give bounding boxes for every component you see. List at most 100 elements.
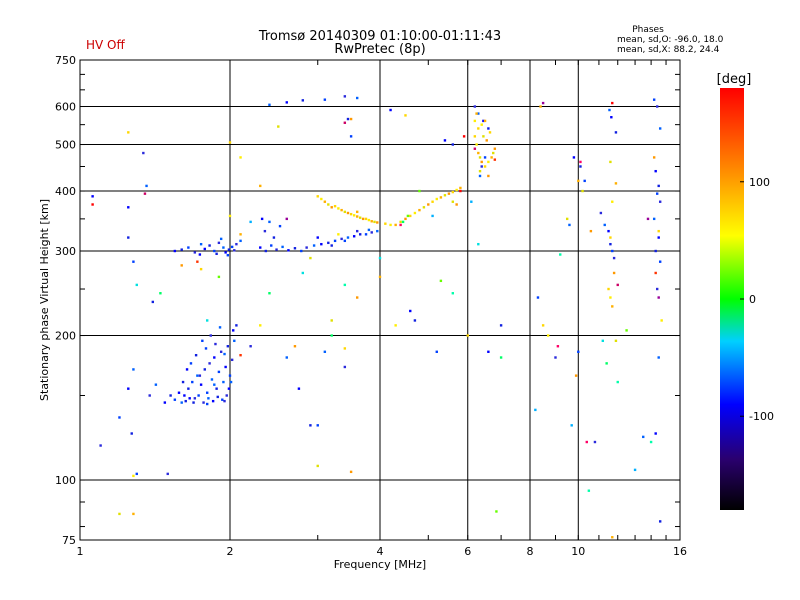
data-point (577, 350, 580, 353)
data-point (477, 151, 480, 155)
data-point (355, 229, 359, 233)
data-point (337, 233, 340, 236)
data-point (264, 249, 268, 253)
data-point (349, 470, 353, 474)
data-point (184, 399, 187, 403)
data-point (259, 246, 262, 249)
data-point (192, 401, 195, 404)
data-point (132, 512, 135, 516)
data-point (197, 394, 200, 397)
data-point (487, 350, 490, 353)
data-point (568, 223, 571, 227)
data-point (228, 374, 232, 377)
data-point (349, 117, 353, 121)
chart-subtitle: RwPretec (8p) (334, 42, 425, 57)
data-point (316, 464, 319, 468)
data-point (239, 233, 242, 236)
data-point (143, 192, 147, 195)
data-point (487, 174, 490, 178)
data-point (554, 356, 557, 359)
data-point (187, 246, 190, 249)
data-point (404, 217, 407, 221)
data-point (378, 275, 382, 279)
x-tick-label: 4 (377, 545, 384, 558)
data-point (204, 347, 208, 350)
data-point (358, 233, 362, 236)
data-point (180, 264, 183, 267)
data-point (193, 251, 197, 254)
data-point (349, 135, 353, 138)
data-point (281, 245, 284, 249)
data-point (646, 217, 650, 221)
data-point (196, 374, 199, 377)
x-tick-labels: 1 2 4 6 8 10 16 (77, 545, 688, 558)
data-point (439, 196, 443, 199)
data-point (565, 217, 569, 221)
data-point (546, 334, 550, 337)
data-point (127, 206, 130, 209)
data-point (222, 246, 225, 249)
data-point (612, 256, 616, 260)
data-point (233, 249, 236, 252)
data-point (130, 432, 133, 435)
data-point (203, 247, 206, 251)
data-point (658, 260, 662, 263)
data-point (205, 319, 209, 322)
data-point (233, 339, 236, 343)
data-point (478, 174, 482, 178)
data-point (285, 356, 288, 359)
data-point (268, 220, 271, 224)
data-point (259, 324, 262, 327)
data-point (655, 105, 659, 108)
data-point (431, 214, 434, 218)
data-point (346, 236, 350, 239)
data-point (226, 254, 230, 257)
data-point (485, 139, 488, 142)
data-point (455, 188, 458, 192)
data-point (655, 287, 659, 291)
data-point (199, 383, 203, 386)
y-axis-label: Stationary phase Virtual Height [km] (38, 199, 51, 401)
data-point (364, 233, 368, 236)
data-point (616, 380, 619, 384)
data-point (451, 292, 455, 295)
data-point (658, 127, 662, 130)
data-point (589, 229, 593, 233)
stats-x-mode: mean, sd,X: 88.2, 24.4 (617, 45, 720, 55)
data-point (389, 108, 392, 112)
data-point (230, 358, 234, 362)
data-point (477, 127, 480, 130)
data-point (499, 356, 503, 359)
data-point (285, 217, 288, 221)
data-point (574, 374, 578, 377)
data-point (239, 353, 242, 357)
y-tick-label: 75 (62, 534, 76, 547)
data-point (480, 160, 483, 164)
y-tick-label: 400 (55, 185, 76, 198)
data-point (259, 184, 262, 188)
data-point (585, 440, 588, 444)
data-point (333, 239, 337, 243)
data-point (473, 147, 477, 150)
data-point (370, 220, 373, 223)
data-point (541, 101, 545, 105)
data-point (132, 260, 135, 263)
data-point (127, 236, 130, 239)
data-point (287, 249, 290, 252)
data-point (559, 253, 562, 256)
data-point (193, 397, 197, 400)
data-point (418, 208, 421, 212)
data-point (309, 256, 312, 260)
data-point (301, 99, 305, 102)
data-point (577, 179, 580, 183)
data-point (466, 334, 469, 337)
data-point (473, 105, 477, 108)
data-point (394, 324, 397, 327)
data-point (173, 249, 177, 253)
data-point (477, 112, 480, 115)
data-point (320, 242, 323, 246)
data-point (539, 105, 542, 108)
data-point (337, 207, 340, 210)
data-point (536, 296, 540, 299)
data-point (202, 401, 205, 404)
